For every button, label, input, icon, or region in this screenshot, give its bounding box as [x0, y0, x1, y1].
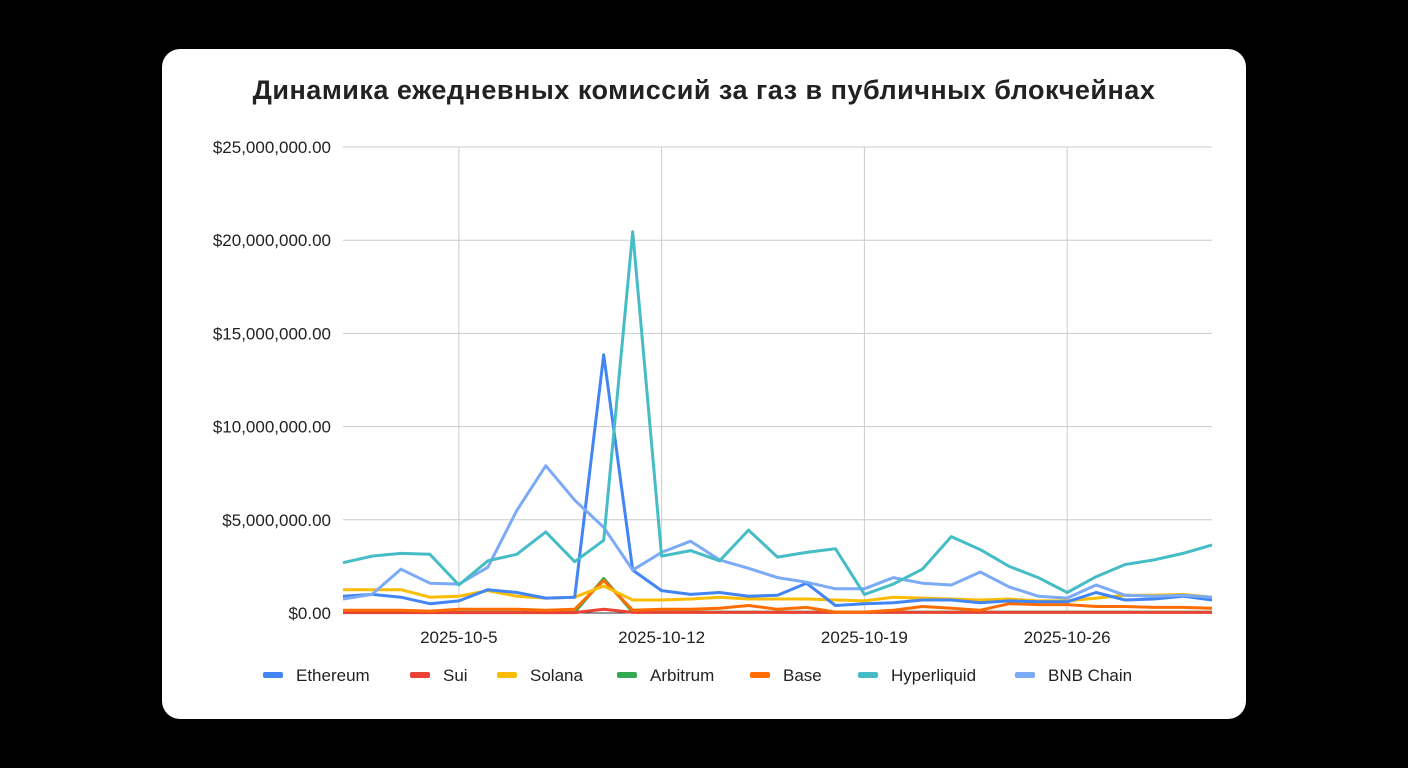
x-axis-labels: 2025-10-5 2025-10-12 2025-10-19 2025-10-26: [420, 628, 1111, 647]
legend-swatch: [750, 672, 770, 678]
gridlines: [343, 146, 1212, 614]
legend-label: BNB Chain: [1048, 666, 1132, 685]
series-line-hyperliquid: [342, 230, 1213, 596]
series-line-bnb-chain: [342, 464, 1213, 601]
chart-card: Динамика ежедневных комиссий за газ в пу…: [162, 49, 1246, 719]
y-tick-label: $20,000,000.00: [213, 231, 331, 250]
legend-swatch: [858, 672, 878, 678]
legend-swatch: [1015, 672, 1035, 678]
legend-swatch: [263, 672, 283, 678]
y-tick-label: $25,000,000.00: [213, 138, 331, 157]
legend-label: Sui: [443, 666, 468, 685]
x-tick-label: 2025-10-19: [821, 628, 908, 647]
series-line-base: [343, 578, 1213, 614]
legend-label: Hyperliquid: [891, 666, 976, 685]
legend-label: Base: [783, 666, 822, 685]
y-axis-labels: $0.00 $5,000,000.00 $10,000,000.00 $15,000,…: [213, 138, 331, 623]
chart-title: Динамика ежедневных комиссий за газ в пу…: [252, 75, 1156, 105]
x-tick-label: 2025-10-26: [1024, 628, 1111, 647]
y-tick-label: $5,000,000.00: [222, 511, 331, 530]
x-tick-label: 2025-10-12: [618, 628, 705, 647]
legend: Ethereum Sui Solana Arbitrum Base Hyperliquid…: [263, 666, 1132, 685]
legend-swatch: [410, 672, 430, 678]
x-tick-label: 2025-10-5: [420, 628, 498, 647]
y-tick-label: $10,000,000.00: [213, 418, 331, 437]
y-tick-label: $15,000,000.00: [213, 324, 331, 343]
legend-swatch: [617, 672, 637, 678]
series-lines: [342, 230, 1213, 615]
series-line-sui: [343, 607, 1212, 615]
series-line-ethereum: [342, 353, 1213, 607]
legend-swatch: [497, 672, 517, 678]
legend-label: Arbitrum: [650, 666, 714, 685]
y-tick-label: $0.00: [288, 604, 331, 623]
legend-label: Solana: [530, 666, 583, 685]
legend-label: Ethereum: [296, 666, 370, 685]
